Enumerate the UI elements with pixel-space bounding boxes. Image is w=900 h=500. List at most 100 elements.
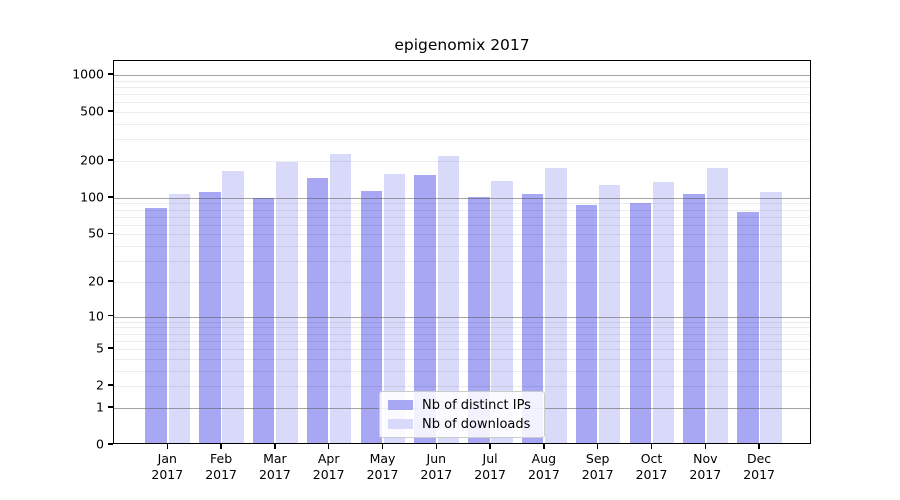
- gridline-minor-900: [114, 80, 810, 82]
- bar-nb-of-distinct-ips-jan: [145, 208, 167, 443]
- gridline-major-100: [114, 197, 810, 199]
- bar-nb-of-downloads-oct: [652, 181, 675, 443]
- x-tick-month-mar: Mar: [263, 451, 287, 466]
- x-tick-year-feb: 2017: [205, 466, 237, 482]
- y-tick-label-1000: 1000: [72, 66, 104, 82]
- x-tick-year-jul: 2017: [474, 466, 506, 482]
- legend-swatch-downloads: [388, 418, 413, 430]
- bar-nb-of-downloads-jun: [437, 155, 460, 443]
- x-tick-year-oct: 2017: [635, 466, 668, 482]
- x-tick-month-jul: Jul: [482, 451, 498, 466]
- y-tick-mark-200: [108, 159, 113, 161]
- x-tick-label-aug: Aug 2017: [517, 451, 571, 482]
- bar-nb-of-downloads-aug: [545, 168, 567, 443]
- bar-nb-of-downloads-sep: [598, 184, 621, 443]
- bar-nb-of-distinct-ips-jun: [414, 175, 436, 443]
- x-tick-label-sep: Sep 2017: [571, 451, 625, 482]
- x-tick-mark-jun: [435, 444, 437, 449]
- y-tick-label-5: 5: [96, 340, 104, 356]
- gridline-minor-7: [114, 333, 810, 335]
- gridline-minor-80: [114, 209, 810, 211]
- x-tick-month-oct: Oct: [640, 451, 663, 466]
- y-tick-mark-500: [108, 110, 113, 112]
- x-tick-label-dec: Dec 2017: [732, 451, 786, 482]
- gridline-minor-400: [114, 124, 810, 126]
- bar-nb-of-downloads-jan: [168, 194, 191, 443]
- y-tick-mark-100: [108, 196, 113, 198]
- x-tick-month-apr: Apr: [317, 451, 340, 466]
- y-tick-label-50: 50: [88, 225, 104, 241]
- x-tick-month-nov: Nov: [693, 451, 718, 466]
- gridline-minor-5: [114, 349, 810, 351]
- gridline-minor-4: [114, 358, 810, 360]
- gridline-minor-9: [114, 321, 810, 323]
- x-tick-mark-nov: [704, 444, 706, 449]
- gridline-minor-6: [114, 340, 810, 342]
- x-tick-label-jul: Jul 2017: [463, 451, 517, 482]
- x-tick-mark-dec: [758, 444, 760, 449]
- x-tick-label-mar: Mar 2017: [248, 451, 302, 482]
- bar-nb-of-distinct-ips-oct: [629, 202, 652, 443]
- legend-label-distinct-ips: Nb of distinct IPs: [422, 397, 531, 413]
- x-tick-mark-oct: [650, 444, 653, 449]
- x-tick-month-feb: Feb: [210, 451, 233, 466]
- x-tick-label-apr: Apr 2017: [302, 451, 356, 482]
- legend-label-downloads: Nb of downloads: [422, 416, 531, 432]
- x-tick-label-jan: Jan 2017: [140, 451, 194, 482]
- gridline-minor-700: [114, 94, 810, 96]
- x-tick-year-mar: 2017: [258, 466, 291, 482]
- x-tick-month-aug: Aug: [531, 451, 557, 466]
- x-tick-mark-jul: [489, 444, 491, 449]
- y-tick-mark-1: [108, 406, 113, 408]
- chart-title: epigenomix 2017: [394, 36, 530, 54]
- x-tick-year-aug: 2017: [527, 466, 560, 482]
- gridline-minor-50: [114, 234, 810, 236]
- y-tick-label-1: 1: [96, 399, 104, 415]
- bar-nb-of-distinct-ips-aug: [521, 194, 544, 443]
- x-tick-year-dec: 2017: [743, 466, 775, 482]
- y-tick-label-200: 200: [80, 152, 104, 168]
- bar-nb-of-downloads-apr: [329, 154, 352, 443]
- x-tick-year-jan: 2017: [151, 466, 184, 482]
- x-tick-label-oct: Oct 2017: [625, 451, 679, 482]
- gridline-minor-90: [114, 203, 810, 205]
- x-tick-year-may: 2017: [366, 466, 399, 482]
- y-tick-mark-0: [108, 443, 113, 445]
- gridline-minor-8: [114, 327, 810, 329]
- gridline-minor-3: [114, 370, 810, 372]
- bar-nb-of-downloads-feb: [222, 170, 244, 443]
- gridline-minor-2: [114, 386, 810, 388]
- gridline-minor-800: [114, 86, 810, 88]
- x-tick-label-may: May 2017: [356, 451, 410, 482]
- y-tick-mark-1000: [108, 73, 113, 75]
- y-tick-label-0: 0: [96, 436, 104, 452]
- y-tick-mark-50: [108, 232, 113, 235]
- bar-nb-of-downloads-mar: [276, 162, 298, 443]
- bar-nb-of-distinct-ips-mar: [252, 198, 275, 443]
- plot-area: [113, 60, 811, 444]
- gridline-minor-70: [114, 216, 810, 218]
- gridline-minor-200: [114, 161, 810, 163]
- legend-entry-downloads: Nb of downloads: [388, 417, 536, 432]
- y-tick-mark-5: [108, 347, 113, 349]
- gridline-minor-300: [114, 139, 810, 141]
- x-tick-mark-may: [381, 444, 384, 449]
- y-tick-label-10: 10: [88, 308, 104, 324]
- bar-nb-of-downloads-jul: [491, 180, 513, 443]
- x-tick-month-may: May: [369, 451, 396, 466]
- gridline-minor-60: [114, 224, 810, 226]
- bar-nb-of-downloads-may: [383, 174, 406, 443]
- gridline-major-1000: [114, 75, 810, 77]
- y-tick-mark-10: [108, 314, 113, 317]
- y-tick-label-2: 2: [96, 377, 104, 393]
- bar-nb-of-distinct-ips-jul: [468, 197, 490, 443]
- y-tick-label-100: 100: [80, 189, 104, 205]
- x-tick-mark-jan: [166, 444, 168, 449]
- x-tick-label-jun: Jun 2017: [409, 451, 463, 482]
- x-tick-month-sep: Sep: [585, 451, 610, 466]
- x-tick-label-feb: Feb 2017: [194, 451, 248, 482]
- x-tick-mark-aug: [543, 444, 545, 449]
- legend-entry-distinct-ips: Nb of distinct IPs: [388, 398, 536, 413]
- y-tick-label-20: 20: [88, 273, 104, 289]
